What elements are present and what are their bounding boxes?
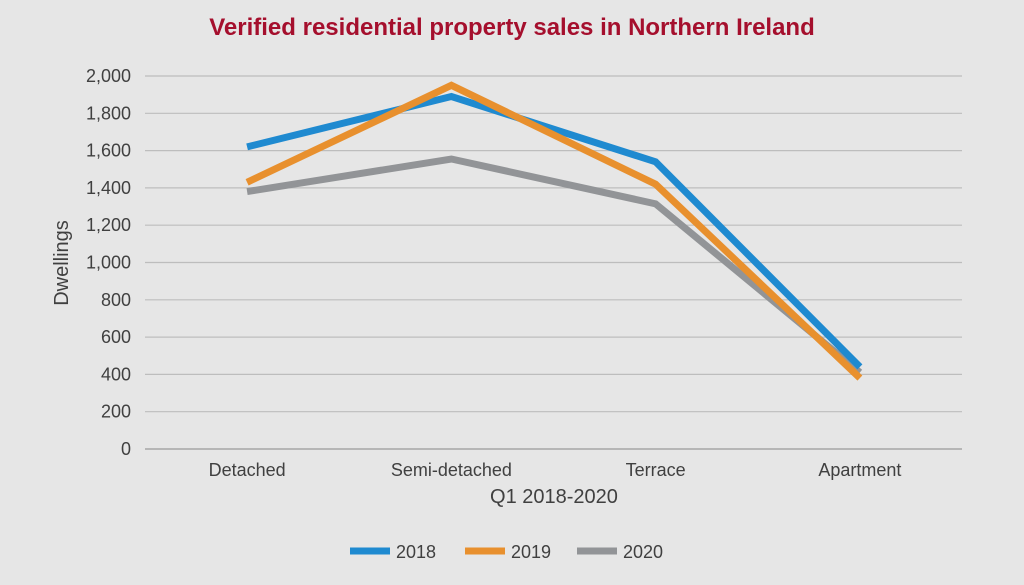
series-lines	[245, 81, 863, 381]
series-line-2018	[246, 92, 863, 370]
y-tick-label: 1,200	[86, 215, 131, 235]
y-tick-label: 0	[121, 439, 131, 459]
y-tick-label: 800	[101, 290, 131, 310]
legend-label-2020: 2020	[623, 542, 663, 562]
x-tick-label: Semi-detached	[391, 460, 512, 480]
legend-label-2019: 2019	[511, 542, 551, 562]
legend-label-2018: 2018	[396, 542, 436, 562]
y-tick-label: 1,600	[86, 141, 131, 161]
x-axis-label: Q1 2018-2020	[490, 486, 618, 508]
series-line-2019	[245, 81, 863, 381]
x-tick-labels: Detached Semi-detached Terrace Apartment	[209, 460, 902, 480]
y-tick-label: 200	[101, 402, 131, 422]
y-tick-label: 2,000	[86, 66, 131, 86]
chart-title: Verified residential property sales in N…	[209, 14, 815, 41]
y-tick-label: 1,800	[86, 103, 131, 123]
y-tick-label: 1,400	[86, 178, 131, 198]
series-line-2020	[246, 155, 863, 376]
y-axis-label: Dwellings	[51, 220, 73, 306]
y-tick-label: 400	[101, 364, 131, 384]
x-tick-label: Detached	[209, 460, 286, 480]
x-tick-label: Apartment	[818, 460, 901, 480]
legend: 2018 2019 2020	[350, 542, 663, 562]
y-tick-labels: 0 200 400 600 800 1,000 1,200 1,400 1,600 1,800 2,…	[86, 66, 131, 459]
y-tick-label: 1,000	[86, 253, 131, 273]
x-tick-label: Terrace	[626, 460, 686, 480]
y-tick-label: 600	[101, 327, 131, 347]
